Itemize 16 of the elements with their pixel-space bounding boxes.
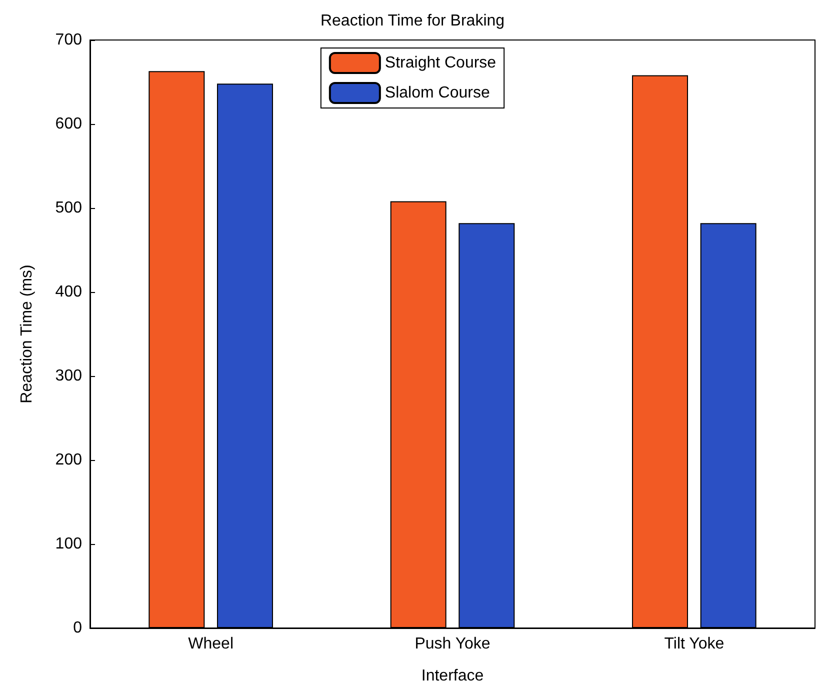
chart-title: Reaction Time for Braking (320, 12, 505, 30)
x-tick-label: Push Yoke (414, 636, 490, 652)
x-tick-label: Tilt Yoke (664, 636, 724, 652)
legend-label: Straight Course (384, 54, 496, 72)
y-tick-label: 600 (55, 116, 82, 132)
x-tick-label: Wheel (188, 636, 234, 652)
y-tick-label: 700 (55, 32, 82, 48)
y-tick-label: 100 (55, 536, 82, 552)
y-tick-label: 500 (55, 200, 82, 216)
y-tick-label: 300 (55, 368, 82, 384)
y-tick-label: 0 (73, 620, 82, 636)
x-axis-title: Interface (421, 668, 484, 684)
y-tick-label: 200 (55, 452, 82, 468)
legend-label: Slalom Course (384, 84, 490, 102)
y-axis-title: Reaction Time (ms) (18, 264, 36, 404)
y-tick-label: 400 (55, 284, 82, 300)
